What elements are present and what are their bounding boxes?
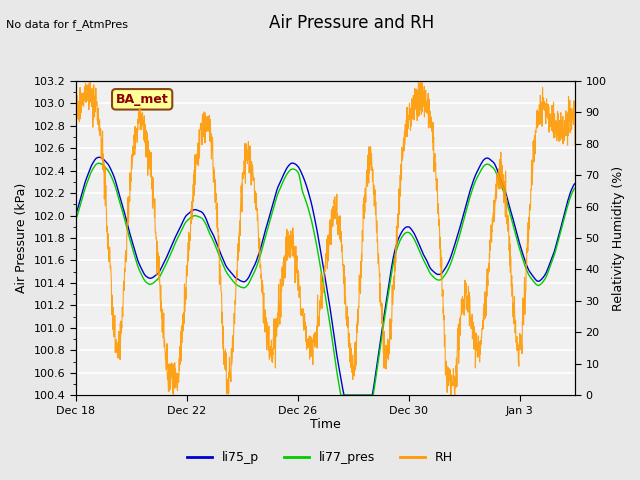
li77_pres — [95, 160, 103, 166]
RH — [557, 136, 565, 142]
Line: RH: RH — [76, 81, 575, 395]
li77_pres — [72, 215, 80, 221]
Text: No data for f_AtmPres: No data for f_AtmPres — [6, 19, 129, 30]
RH — [98, 135, 106, 141]
Text: Air Pressure and RH: Air Pressure and RH — [269, 14, 435, 33]
li75_p — [340, 392, 348, 398]
Line: li77_pres: li77_pres — [76, 163, 575, 395]
RH — [557, 110, 564, 116]
X-axis label: Time: Time — [310, 419, 341, 432]
li75_p — [315, 238, 323, 244]
Text: BA_met: BA_met — [116, 93, 168, 106]
li75_p — [571, 180, 579, 186]
li77_pres — [315, 255, 323, 261]
li77_pres — [337, 392, 345, 398]
li77_pres — [465, 196, 473, 202]
RH — [302, 338, 310, 344]
li75_p — [557, 225, 564, 231]
RH — [316, 314, 323, 320]
RH — [571, 143, 579, 148]
li75_p — [301, 180, 309, 186]
li75_p — [557, 224, 565, 229]
li77_pres — [98, 161, 106, 167]
RH — [465, 323, 473, 328]
li75_p — [72, 209, 80, 215]
RH — [72, 105, 80, 111]
Legend: li75_p, li77_pres, RH: li75_p, li77_pres, RH — [182, 446, 458, 469]
li77_pres — [557, 228, 565, 234]
Y-axis label: Air Pressure (kPa): Air Pressure (kPa) — [15, 183, 28, 293]
Line: li75_p: li75_p — [76, 157, 575, 395]
li75_p — [465, 190, 473, 196]
li77_pres — [557, 229, 564, 235]
RH — [170, 392, 177, 398]
RH — [86, 78, 94, 84]
Y-axis label: Relativity Humidity (%): Relativity Humidity (%) — [612, 166, 625, 311]
li77_pres — [571, 185, 579, 191]
li77_pres — [301, 197, 309, 203]
li75_p — [98, 155, 106, 161]
li75_p — [95, 155, 103, 160]
